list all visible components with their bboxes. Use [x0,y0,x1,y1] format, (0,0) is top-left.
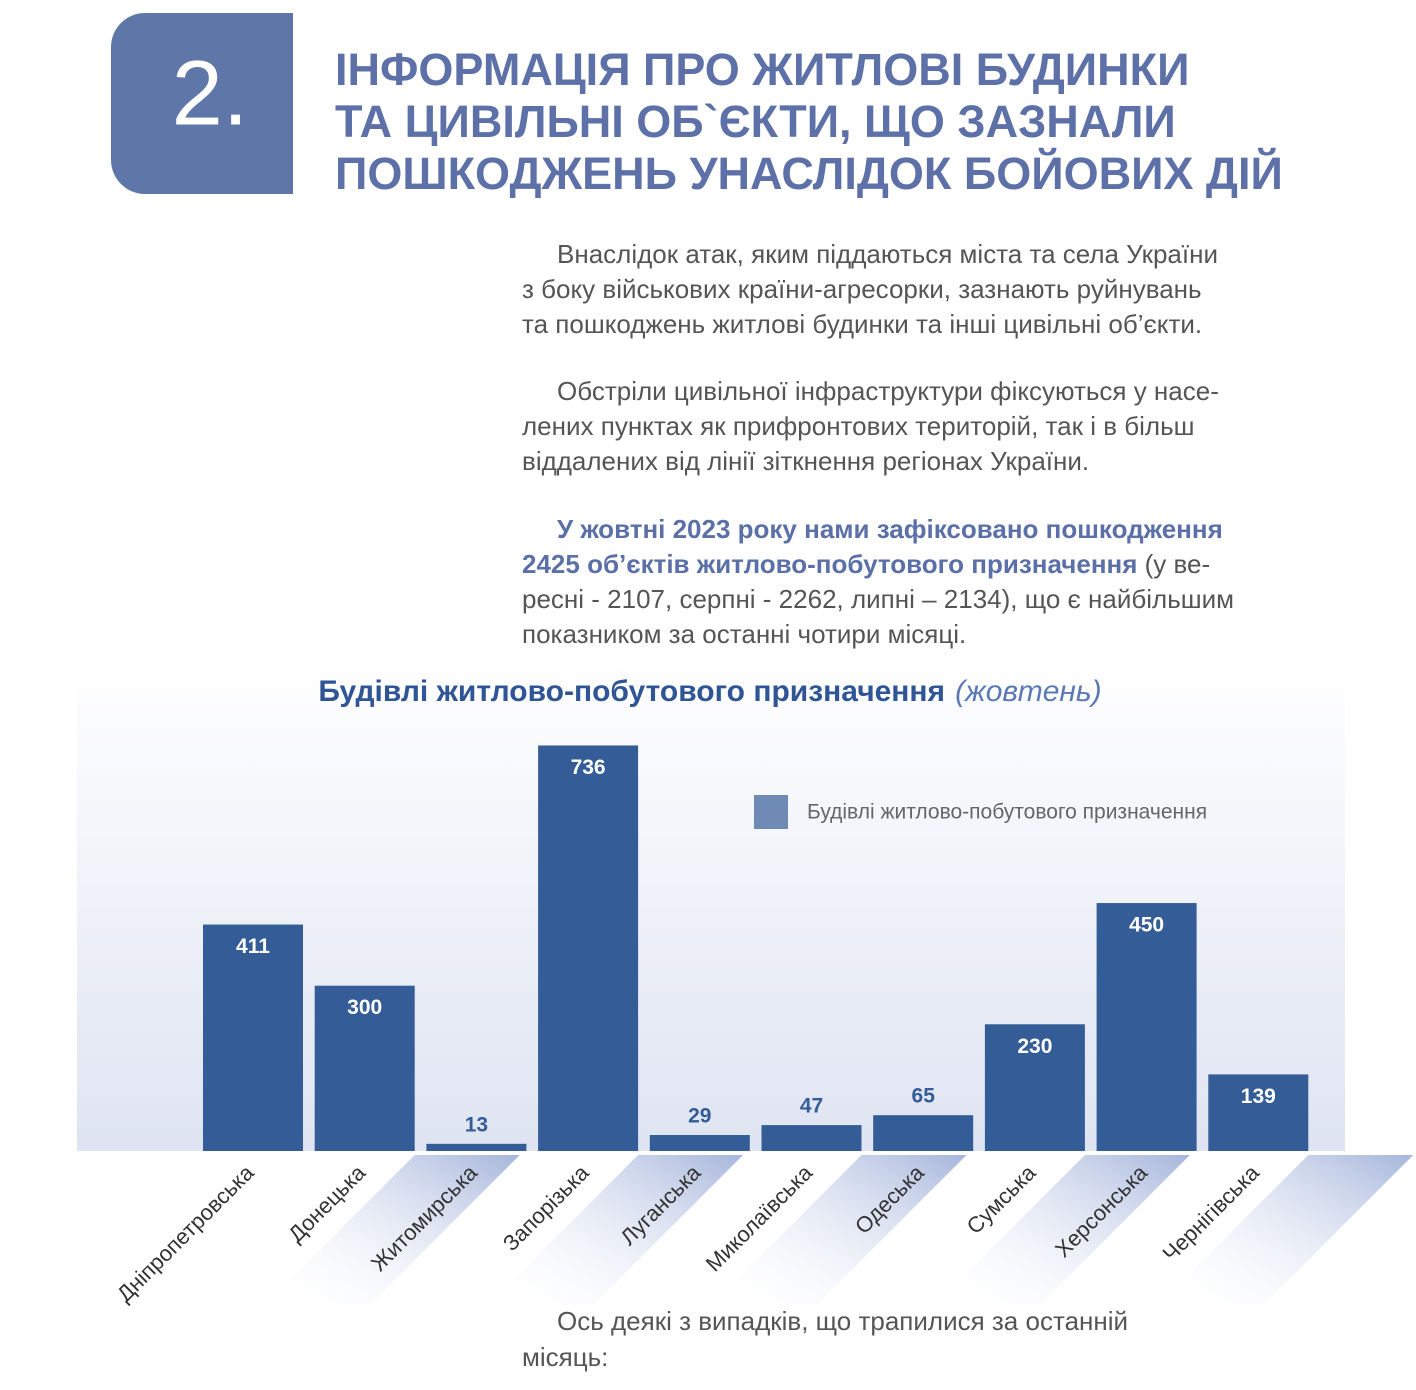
value-label: 230 [1017,1035,1052,1058]
legend-label: Будівлі житлово-побутового призначення [807,801,1207,824]
paragraph-line: віддалених від лінії зіткнення регіонах … [522,446,1089,476]
value-label: 13 [465,1113,488,1136]
bar [984,1024,1085,1151]
paragraph-line: лених пунктах як прифронтових територій,… [522,411,1194,441]
paragraph-line: Обстріли цивільної інфраструктури фіксую… [557,376,1219,406]
chart-title: Будівлі житлово-побутового призначення (ж… [318,675,1101,708]
paragraph-text: (у ве- [1137,549,1210,579]
section-title-line: ПОШКОДЖЕНЬ УНАСЛІДОК БОЙОВИХ ДІЙ [335,148,1283,199]
value-label: 411 [236,935,270,958]
value-label: 300 [347,996,382,1019]
bar [873,1115,974,1151]
highlight-line: У жовтні 2023 року нами зафіксовано пошк… [557,514,1223,544]
section-number: 2. [172,42,249,144]
legend-swatch [754,795,788,829]
paragraph-line: та пошкоджень житлові будинки та інші ци… [522,309,1202,339]
label-stripe [934,1155,1190,1305]
label-stripe [264,1155,520,1305]
footer-line: місяць: [522,1342,608,1372]
paragraph-line: показником за останні чотири місяці. [522,619,966,649]
footer-line: Ось деякі з випадків, що трапилися за ос… [557,1306,1128,1336]
label-stripe [711,1155,967,1305]
label-stripe [1158,1155,1414,1305]
section-title-line: ТА ЦИВІЛЬНІ ОБ`ЄКТИ, ЩО ЗАЗНАЛИ [335,96,1176,147]
bar [203,924,303,1151]
paragraph-line: з боку військових країни-агресорки, зазн… [522,274,1202,304]
value-label: 47 [800,1095,823,1118]
number-box-corner [200,13,293,194]
value-label: 65 [912,1085,936,1108]
section-title-line: ІНФОРМАЦІЯ ПРО ЖИТЛОВІ БУДИНКИ [335,44,1189,95]
bar [538,745,639,1151]
paragraph-line: Внаслідок атак, яким піддаються міста та… [557,239,1218,269]
bar [649,1135,750,1151]
value-label: 450 [1129,914,1164,937]
paragraph-line: 2425 об’єктів житлово-побутового признач… [522,549,1210,579]
category-label: Дніпропетровська [112,1159,259,1306]
chart-subtitle: (жовтень) [955,675,1102,708]
paragraph-line: ресні - 2107, серпні - 2262, липні – 213… [522,584,1234,614]
bar [314,985,415,1151]
label-stripe [488,1155,744,1305]
bar [426,1143,527,1151]
value-label: 736 [571,756,606,779]
value-label: 139 [1241,1085,1276,1108]
bar [761,1125,862,1151]
value-label: 29 [688,1105,711,1128]
highlight-text: 2425 об’єктів житлово-побутового признач… [522,549,1137,579]
bar [1208,1074,1309,1151]
bar [1096,903,1197,1151]
chart-title-text: Будівлі житлово-побутового призначення [318,675,945,708]
